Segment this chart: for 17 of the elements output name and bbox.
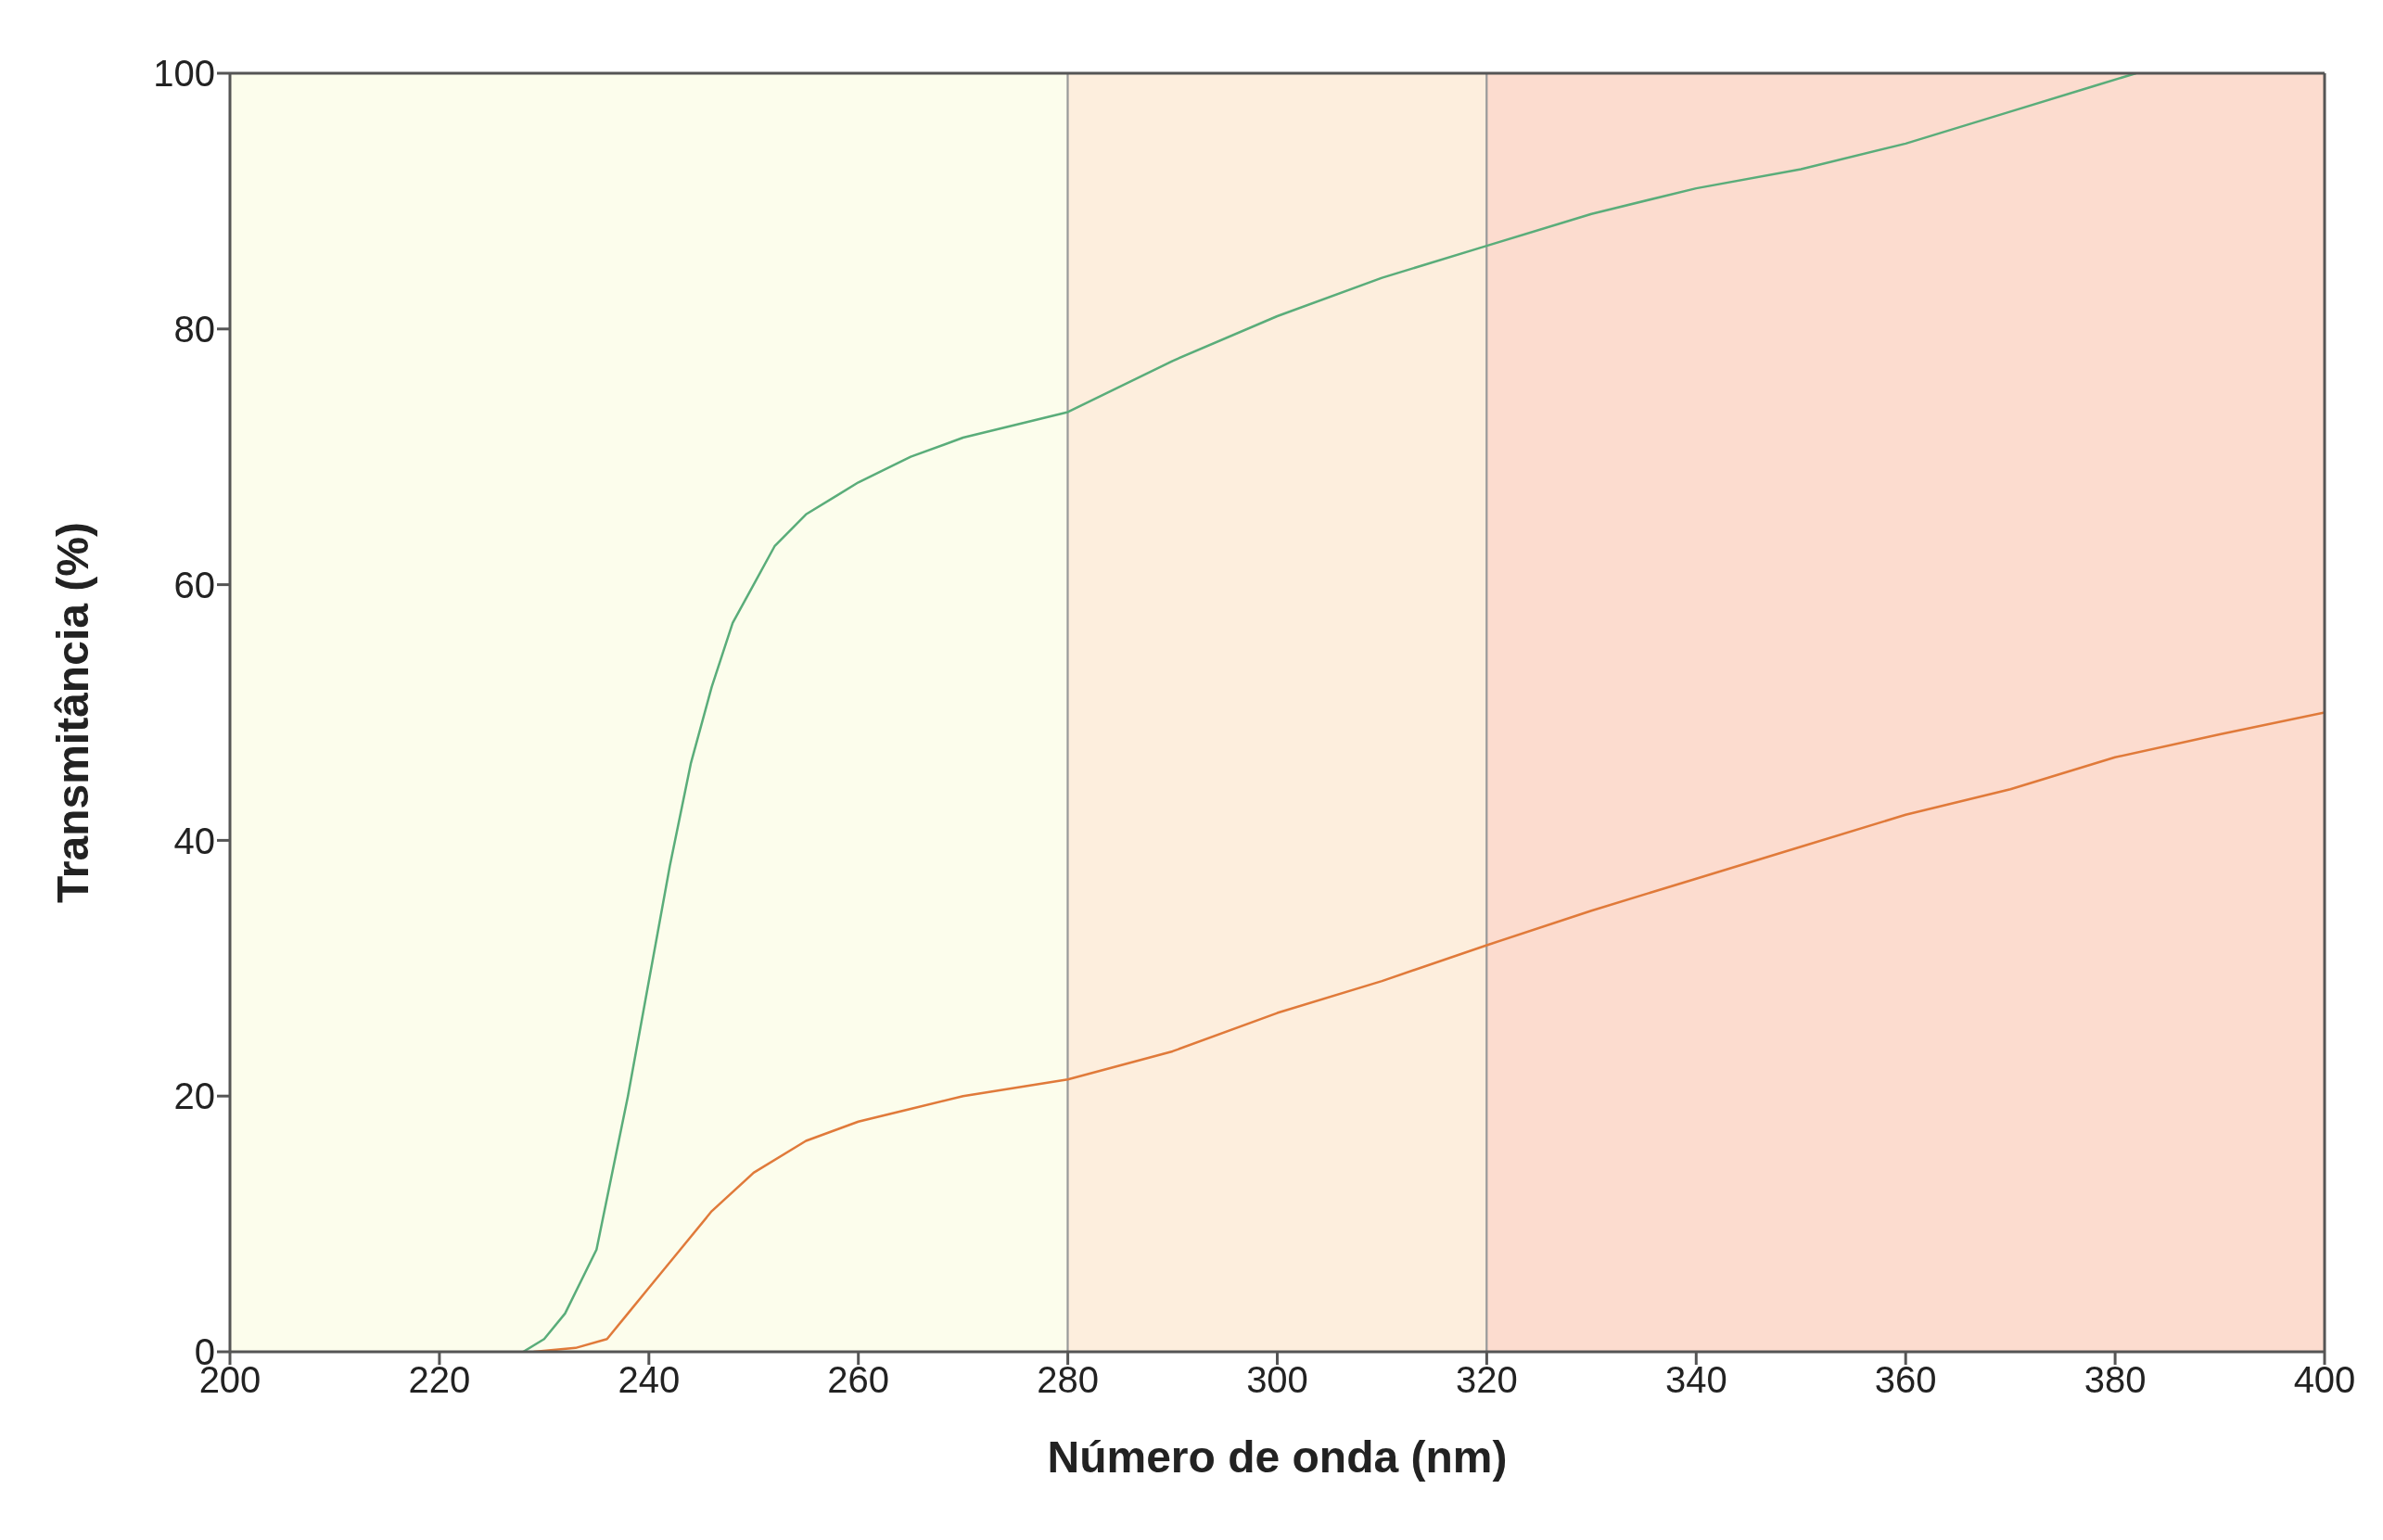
y-axis-title: Transmitância (%): [48, 522, 98, 903]
x-axis-title: Número de onda (nm): [1047, 1432, 1508, 1482]
y-tick-label: 80: [173, 309, 215, 350]
y-tick-label: 20: [173, 1075, 215, 1117]
x-tick-label: 240: [618, 1359, 681, 1401]
x-tick-label: 280: [1037, 1359, 1099, 1401]
x-tick-label: 360: [1874, 1359, 1937, 1401]
x-tick-label: 320: [1456, 1359, 1518, 1401]
x-tick-label: 340: [1664, 1359, 1727, 1401]
y-tick-label: 60: [173, 564, 215, 605]
x-tick-label: 220: [408, 1359, 471, 1401]
y-tick-label: 100: [153, 53, 215, 95]
x-tick-label: 300: [1246, 1359, 1308, 1401]
x-tick-label: 260: [827, 1359, 890, 1401]
x-tick-label: 400: [2293, 1359, 2356, 1401]
x-tick-label: 380: [2084, 1359, 2147, 1401]
y-tick-label: 40: [173, 820, 215, 861]
